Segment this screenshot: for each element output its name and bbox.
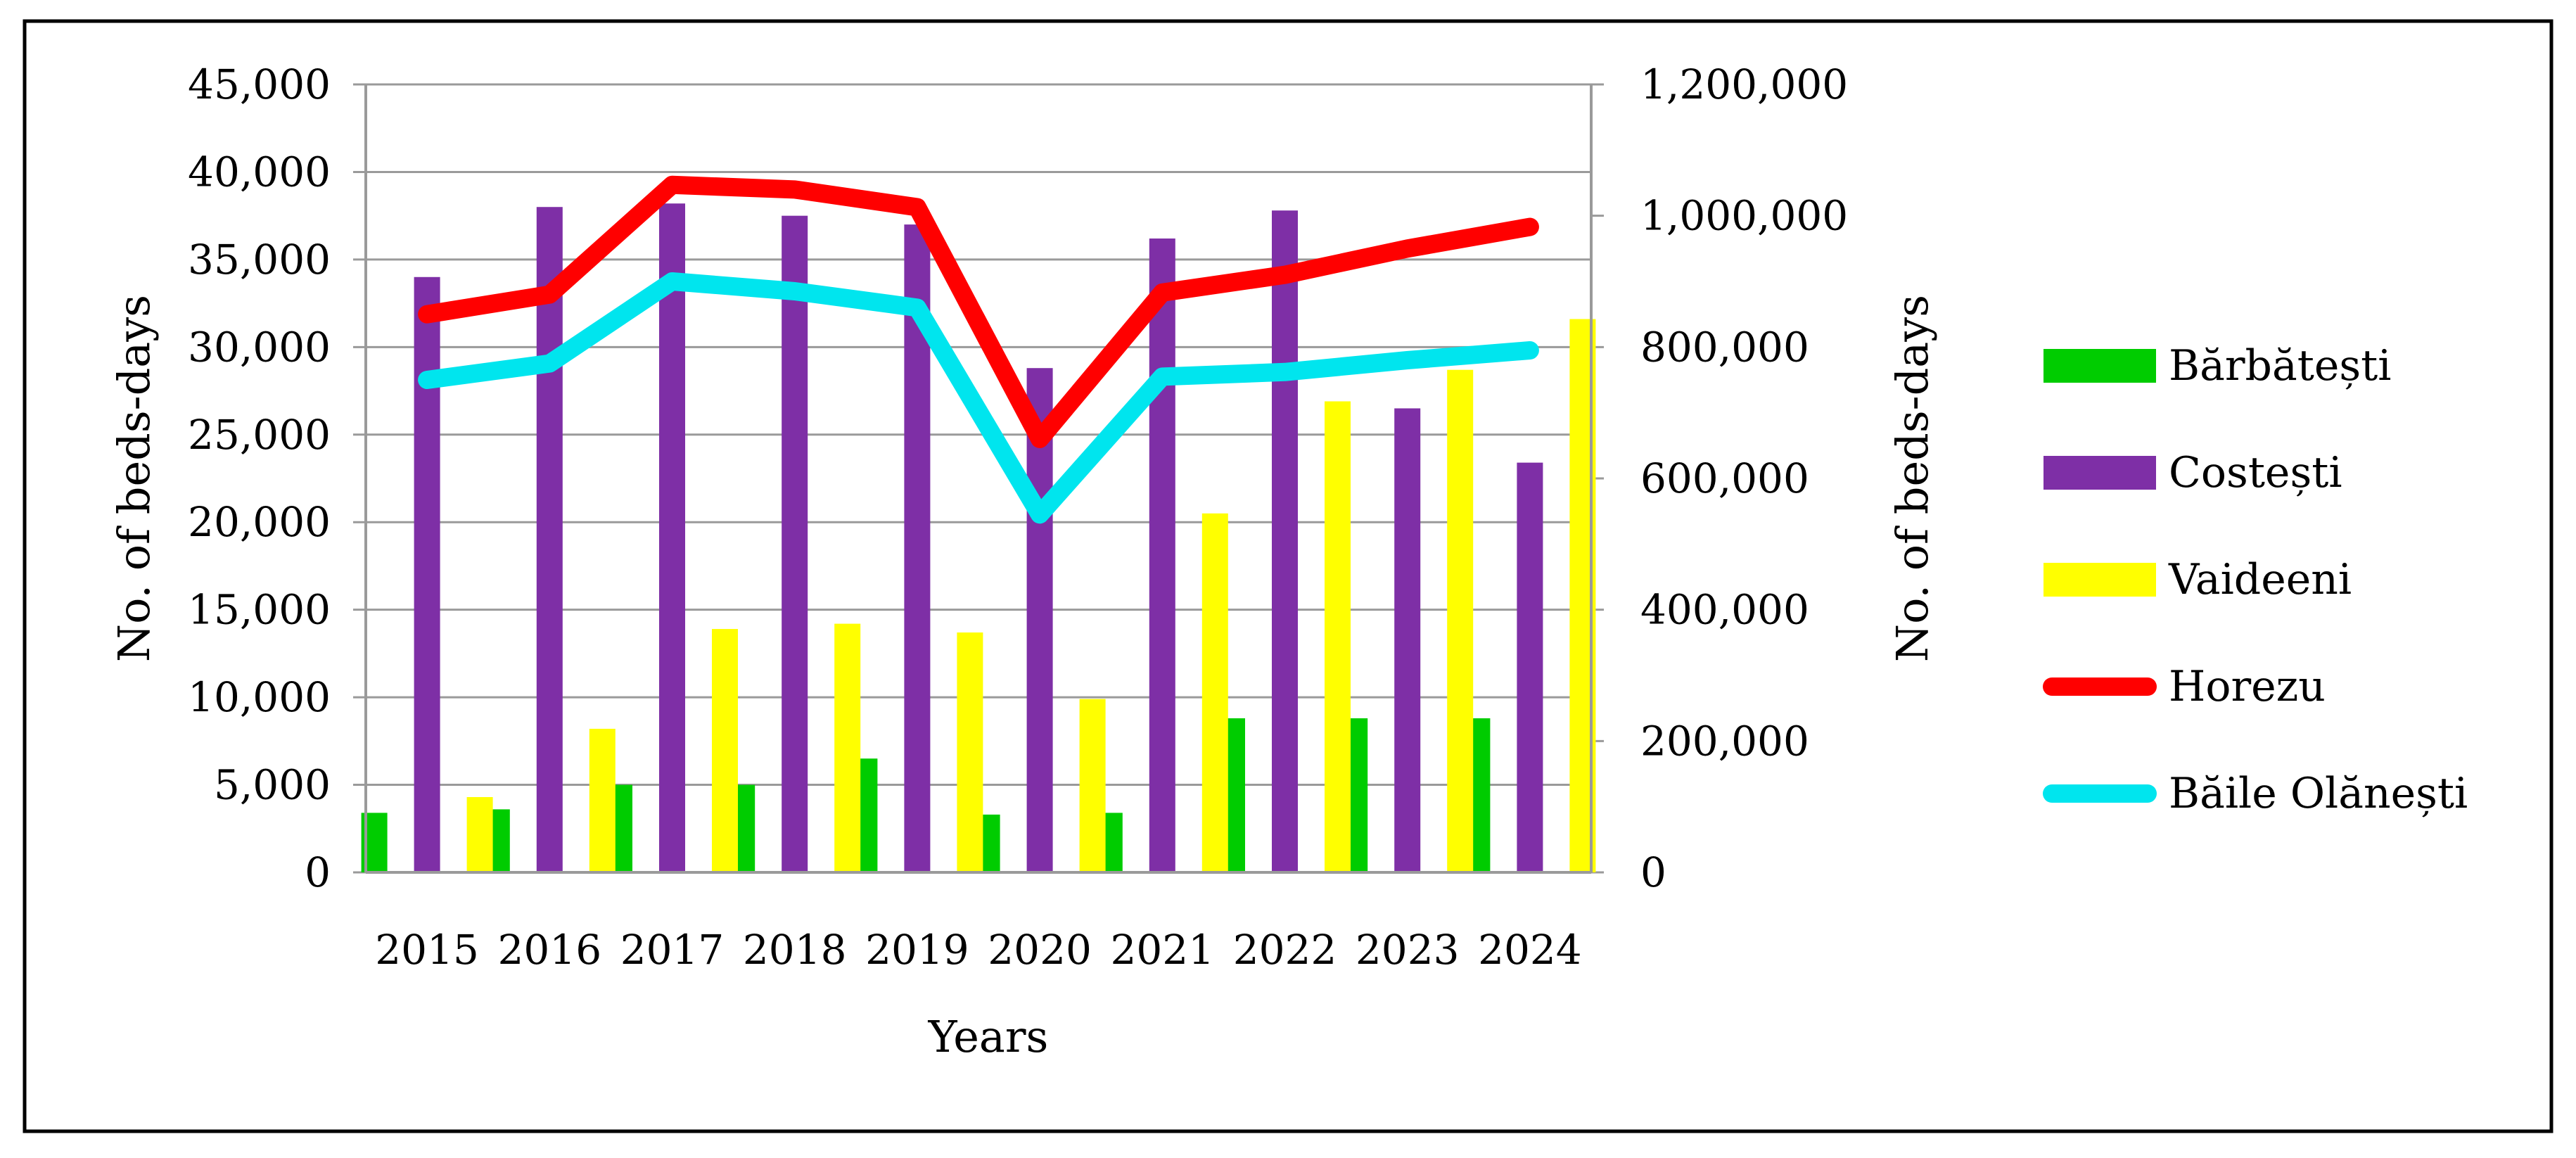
y2-tick-label: 1,000,000 <box>1640 192 1848 240</box>
y2-tick-label: 0 <box>1640 848 1666 896</box>
x-tick-label: 2022 <box>1233 926 1337 974</box>
legend: Bărbătești Costești Vaideeni Horezu Băile Ol… <box>2043 341 2468 818</box>
bar-coste-ti <box>1272 210 1298 872</box>
bar-coste-ti <box>659 203 685 872</box>
legend-label: Horezu <box>2169 662 2326 711</box>
bar-vaideeni <box>712 629 738 872</box>
y2-tick-label: 800,000 <box>1640 323 1809 371</box>
bar-vaideeni <box>957 632 983 872</box>
bar-coste-ti <box>1394 408 1421 872</box>
legend-key-b-rb-te-ti <box>2043 349 2156 383</box>
legend-label: Vaideeni <box>2168 555 2352 604</box>
x-tick-label: 2021 <box>1110 926 1214 974</box>
bar-vaideeni <box>1079 699 1106 872</box>
y2-tick-label: 1,200,000 <box>1640 61 1848 108</box>
y2-tick-label: 600,000 <box>1640 454 1809 502</box>
y-tick-label: 35,000 <box>188 236 331 284</box>
bar-vaideeni <box>1201 513 1228 872</box>
bar-vaideeni <box>589 728 616 872</box>
x-tick-label: 2019 <box>865 926 969 974</box>
bar-coste-ti <box>1149 238 1175 872</box>
y2-axis-title: No. of beds-days <box>1887 295 1938 662</box>
y-tick-label: 30,000 <box>188 323 331 371</box>
x-tick-label: 2020 <box>988 926 1092 974</box>
y-tick-label: 5,000 <box>214 761 331 809</box>
x-tick-label: 2023 <box>1356 926 1460 974</box>
line-b-ile-ol-ne-ti <box>418 272 1539 524</box>
legend-key-coste-ti <box>2043 456 2156 490</box>
axes <box>364 84 1593 874</box>
bar-vaideeni <box>466 796 493 872</box>
y-tick-label: 10,000 <box>188 673 331 721</box>
bar-coste-ti <box>782 215 808 873</box>
tick-labels: 0 5,000 10,000 15,000 20,000 25,000 30,000 35,0… <box>188 61 1848 974</box>
lines <box>418 175 1539 524</box>
line-horezu <box>418 175 1539 448</box>
x-tick-label: 2024 <box>1478 926 1582 974</box>
bar-vaideeni <box>1325 401 1351 872</box>
x-tick-label: 2018 <box>743 926 847 974</box>
y-tick-label: 15,000 <box>188 586 331 634</box>
y-tick-label: 25,000 <box>188 411 331 459</box>
x-tick-label: 2016 <box>497 926 601 974</box>
legend-label: Costești <box>2169 448 2342 497</box>
y-tick-label: 45,000 <box>188 61 331 108</box>
bar-coste-ti <box>536 207 563 872</box>
bar-coste-ti <box>414 276 440 872</box>
bar-coste-ti <box>1517 462 1543 872</box>
bar-vaideeni <box>834 623 861 872</box>
x-tick-label: 2015 <box>375 926 479 974</box>
y2-tick-label: 200,000 <box>1640 717 1809 765</box>
x-axis-title: Years <box>928 1011 1049 1062</box>
legend-key-vaideeni <box>2043 563 2156 597</box>
x-tick-label: 2017 <box>620 926 725 974</box>
y-axis-title: No. of beds-days <box>108 295 160 662</box>
legend-label: Băile Olănești <box>2169 769 2468 818</box>
y-tick-label: 20,000 <box>188 498 331 546</box>
bar-coste-ti <box>1026 368 1053 872</box>
y2-tick-label: 400,000 <box>1640 586 1809 634</box>
y-tick-label: 0 <box>305 848 331 896</box>
y-tick-label: 40,000 <box>188 148 331 196</box>
bar-vaideeni <box>1447 369 1474 872</box>
legend-label: Bărbătești <box>2169 341 2391 390</box>
